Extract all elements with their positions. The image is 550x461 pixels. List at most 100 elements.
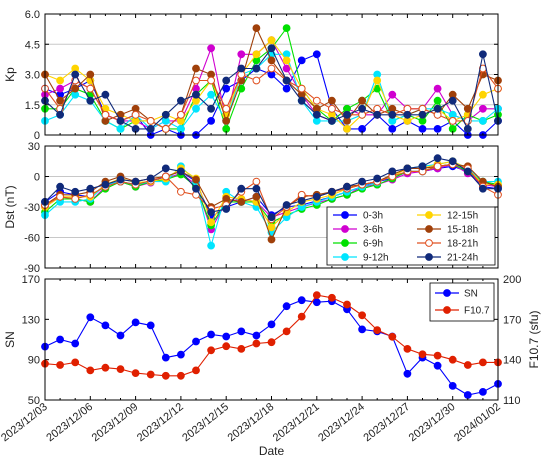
data-point	[479, 184, 487, 193]
data-point	[282, 76, 291, 85]
data-point	[448, 355, 457, 364]
data-point	[252, 76, 261, 85]
data-point	[146, 117, 155, 125]
data-point	[101, 363, 110, 372]
data-point	[403, 345, 412, 353]
data-point	[222, 117, 231, 125]
legend-label: 6-9h	[363, 239, 383, 250]
series-kp-21-24h	[41, 44, 502, 133]
data-point	[146, 370, 155, 379]
data-point	[343, 300, 351, 309]
data-point	[222, 84, 231, 93]
data-point	[297, 84, 306, 93]
data-point	[373, 174, 382, 183]
kp-ytick-label: 3.0	[25, 70, 40, 82]
data-point	[373, 326, 382, 335]
data-point	[207, 218, 216, 227]
data-point	[177, 371, 185, 380]
data-point	[116, 124, 125, 133]
data-point	[343, 124, 351, 133]
legend-label: F10.7	[464, 306, 490, 317]
data-point	[479, 358, 487, 367]
data-point	[448, 117, 457, 125]
data-point	[267, 235, 276, 244]
data-point	[252, 177, 261, 186]
data-point	[237, 345, 246, 353]
data-point	[343, 110, 351, 119]
data-point	[433, 104, 442, 113]
data-point	[312, 50, 321, 59]
data-point	[297, 56, 306, 65]
legend-label: 15-18h	[447, 225, 478, 236]
data-point	[177, 350, 185, 359]
kp-ytick-label: 4.5	[25, 39, 40, 51]
data-point	[131, 177, 140, 186]
data-point	[358, 177, 367, 186]
data-point	[192, 337, 200, 346]
legend-label: 12-15h	[447, 211, 478, 222]
legend-label: 21-24h	[447, 253, 478, 264]
data-point	[131, 110, 140, 119]
kp-ylabel: Kp	[3, 67, 17, 82]
data-point	[207, 241, 216, 250]
sn-ytick-label-right: 170	[503, 314, 521, 326]
data-point	[192, 104, 200, 113]
data-point	[192, 366, 200, 375]
data-point	[71, 187, 80, 196]
data-point	[282, 56, 291, 65]
data-point	[237, 198, 246, 206]
data-point	[312, 291, 321, 300]
data-point	[86, 184, 95, 193]
data-point	[71, 339, 80, 348]
data-point	[252, 331, 261, 340]
data-point	[282, 201, 291, 209]
data-point	[267, 56, 276, 65]
data-point	[358, 96, 367, 105]
sn-ytick-label-left: 50	[28, 395, 40, 407]
data-point	[252, 24, 261, 33]
data-point	[86, 96, 95, 105]
data-point	[312, 110, 321, 119]
data-point	[267, 338, 276, 347]
data-point	[222, 205, 231, 213]
dst-ytick-label: 30	[28, 141, 40, 153]
data-point	[146, 124, 155, 133]
data-point	[267, 320, 276, 329]
data-point	[433, 162, 442, 171]
data-point	[177, 167, 185, 176]
data-point	[388, 332, 397, 341]
data-point	[252, 339, 261, 348]
data-point	[282, 302, 291, 311]
data-point	[479, 388, 487, 396]
data-point	[312, 192, 321, 201]
data-point	[479, 117, 487, 125]
legend-swatch-marker	[425, 253, 433, 261]
kp-frame	[44, 13, 499, 136]
data-point	[328, 187, 336, 196]
data-point	[252, 64, 261, 73]
data-point	[433, 96, 442, 105]
data-point	[192, 90, 200, 99]
data-point	[403, 164, 412, 173]
data-point	[403, 110, 412, 119]
dst-ytick-label: 0	[34, 172, 40, 184]
data-point	[161, 371, 170, 380]
data-point	[403, 369, 412, 378]
data-point	[161, 110, 170, 119]
legend-swatch-marker	[443, 306, 451, 314]
data-point	[463, 391, 472, 399]
data-point	[71, 84, 80, 93]
data-point	[56, 361, 64, 369]
data-point	[267, 213, 276, 222]
data-point	[312, 298, 321, 307]
data-point	[56, 335, 64, 344]
data-point	[131, 369, 140, 378]
data-point	[282, 327, 291, 336]
legend-swatch-marker	[425, 225, 433, 233]
data-point	[116, 365, 125, 374]
data-point	[222, 342, 231, 351]
legend-label: 18-21h	[447, 239, 478, 250]
data-point	[479, 50, 487, 59]
data-point	[418, 124, 427, 133]
